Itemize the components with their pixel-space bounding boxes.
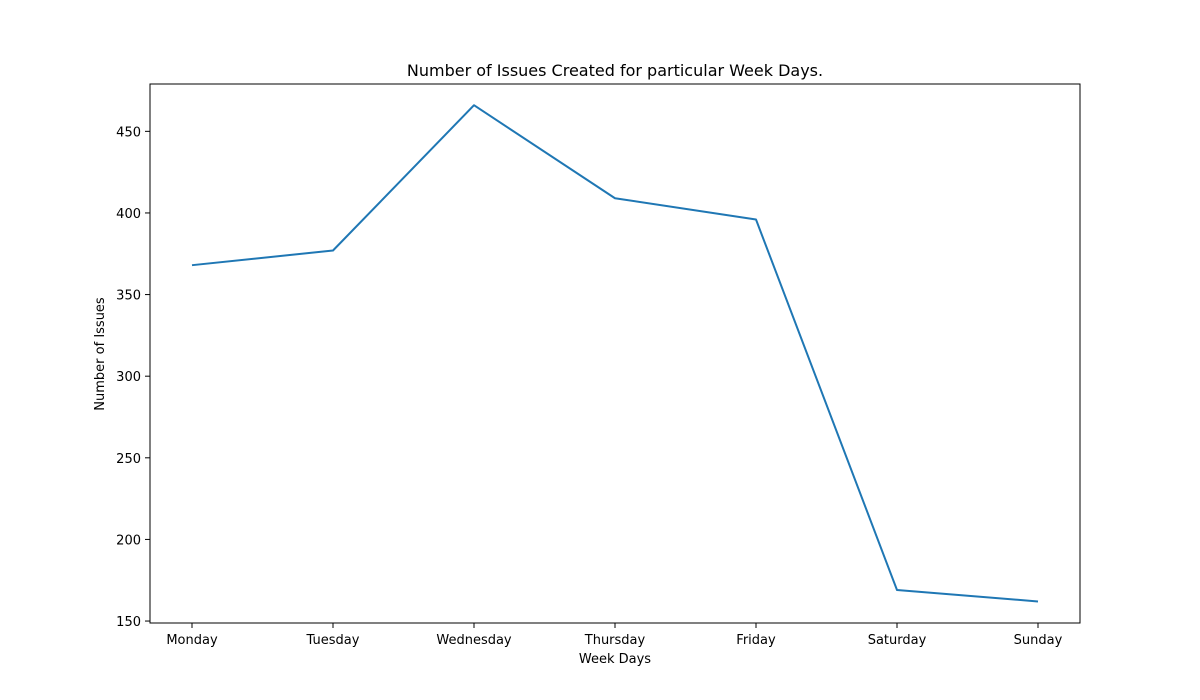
y-axis: 150 200 250 300 350 400 450 xyxy=(116,125,150,630)
y-tick-label: 450 xyxy=(116,125,141,140)
y-axis-title: Number of Issues xyxy=(93,297,108,411)
y-tick-label: 250 xyxy=(116,452,141,467)
x-tick-label: Friday xyxy=(736,633,776,648)
x-axis-title: Week Days xyxy=(579,652,651,667)
y-tick-label: 350 xyxy=(116,289,141,304)
x-axis: Monday Tuesday Wednesday Thursday Friday Satu… xyxy=(166,623,1063,648)
x-tick-label: Sunday xyxy=(1014,633,1063,648)
x-tick-label: Tuesday xyxy=(306,633,360,648)
y-tick-label: 200 xyxy=(116,533,141,548)
y-tick-label: 300 xyxy=(116,370,141,385)
x-tick-label: Monday xyxy=(166,633,218,648)
x-tick-label: Thursday xyxy=(584,633,646,648)
y-tick-label: 400 xyxy=(116,207,141,222)
plot-frame xyxy=(149,83,1081,624)
y-tick-label: 150 xyxy=(116,615,141,630)
chart-title: Number of Issues Created for particular … xyxy=(407,61,823,80)
x-tick-label: Wednesday xyxy=(436,633,512,648)
plot-area xyxy=(191,104,1039,603)
x-tick-label: Saturday xyxy=(868,633,927,648)
